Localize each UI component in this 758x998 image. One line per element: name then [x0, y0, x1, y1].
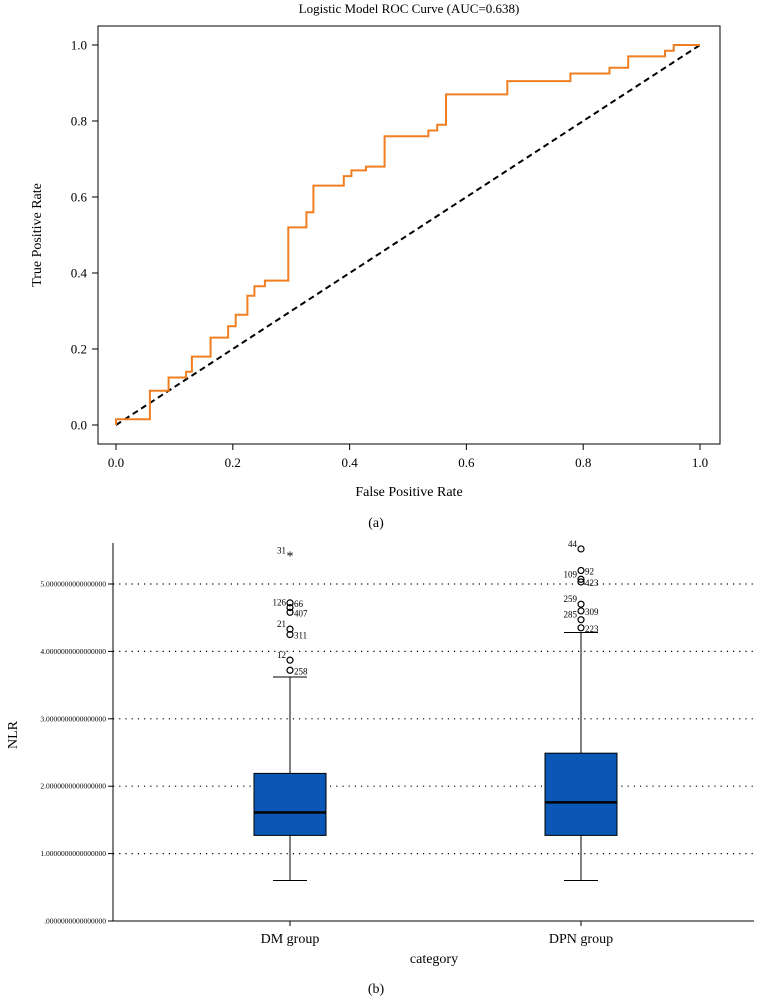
- outlier-marker: [577, 578, 585, 586]
- roc-y-tick-label: 0.8: [71, 114, 87, 129]
- outlier-label: 31: [277, 546, 286, 556]
- box-y-tick-label: 4.0000000000000000: [40, 647, 106, 656]
- roc-y-tick-label: 0.2: [71, 342, 87, 357]
- outlier-label: 309: [585, 607, 599, 617]
- outlier-marker: [286, 666, 294, 674]
- outlier-marker: [286, 599, 294, 607]
- outlier-label: 407: [294, 608, 308, 618]
- outlier-marker: [286, 625, 294, 633]
- roc-y-tick-label: 1.0: [71, 38, 87, 53]
- roc-x-tick-label: 0.6: [458, 455, 475, 470]
- outlier-marker: [577, 624, 585, 632]
- outlier-marker: [577, 575, 585, 583]
- panel-label-b: (b): [368, 982, 385, 997]
- roc-y-tick-label: 0.0: [71, 418, 87, 433]
- roc-y-tick-label: 0.4: [71, 266, 88, 281]
- panel-label-a: (a): [368, 516, 384, 531]
- outlier-marker: [577, 566, 585, 575]
- box-group: DPN group 223 285 309 259 423 109 92 44: [544, 539, 618, 947]
- roc-x-tick-label: 0.4: [341, 455, 358, 470]
- outlier-marker: [577, 600, 585, 608]
- roc-chance-line: [115, 44, 701, 426]
- outlier-label: 66: [294, 599, 304, 609]
- outlier-label: 423: [585, 578, 599, 588]
- outlier-marker: [577, 616, 585, 624]
- category-label: DM group: [261, 932, 320, 947]
- box-y-tick-label: 1.0000000000000000: [40, 849, 106, 858]
- outlier-label: 126: [273, 598, 287, 608]
- outlier-label: 285: [564, 610, 578, 620]
- roc-chart: Logistic Model ROC Curve (AUC=0.638) 0.0…: [30, 1, 721, 531]
- box-y-tick-label: .0000000000000000: [44, 917, 106, 926]
- outlier-label: 92: [585, 567, 594, 577]
- box-x-axis-label: category: [410, 952, 458, 967]
- roc-y-tick-label: 0.6: [71, 190, 88, 205]
- category-label: DPN group: [549, 932, 613, 947]
- iqr-box: [544, 752, 618, 836]
- outlier-label: 109: [564, 569, 578, 579]
- outlier-label: 223: [585, 624, 599, 634]
- roc-x-tick-label: 0.0: [108, 455, 124, 470]
- box-y-axis-label: NLR: [6, 720, 21, 749]
- outlier-label: 21: [277, 619, 286, 629]
- box-y-tick-label: 2.0000000000000000: [40, 782, 106, 791]
- outlier-marker: [286, 630, 294, 639]
- roc-title: Logistic Model ROC Curve (AUC=0.638): [299, 1, 520, 16]
- outlier-marker: [577, 607, 585, 615]
- roc-x-tick-label: 0.8: [575, 455, 591, 470]
- outlier-label: 44: [568, 539, 578, 549]
- extreme-outlier-marker: *: [287, 550, 294, 565]
- outlier-marker: [286, 656, 294, 664]
- outlier-marker: [286, 603, 294, 612]
- box-group: DM group 258 12 311 21 407 126 66 *31: [253, 546, 327, 947]
- box-y-tick-label: 5.0000000000000000: [40, 580, 106, 589]
- roc-y-axis-label: True Positive Rate: [30, 183, 45, 287]
- roc-x-axis-label: False Positive Rate: [355, 485, 462, 500]
- roc-plot-frame: [97, 25, 721, 445]
- outlier-label: 311: [294, 631, 307, 641]
- outlier-marker: [577, 545, 585, 553]
- roc-curve-line: [115, 44, 700, 425]
- outlier-label: 259: [564, 594, 578, 604]
- outlier-label: 258: [294, 666, 308, 676]
- box-chart: .0000000000000000 1.0000000000000000 2.000…: [6, 539, 754, 997]
- roc-x-tick-label: 1.0: [692, 455, 708, 470]
- outlier-label: 12: [277, 650, 286, 660]
- outlier-marker: [286, 608, 294, 616]
- iqr-box: [253, 772, 327, 836]
- roc-x-tick-label: 0.2: [225, 455, 241, 470]
- box-y-tick-label: 3.0000000000000000: [40, 714, 106, 723]
